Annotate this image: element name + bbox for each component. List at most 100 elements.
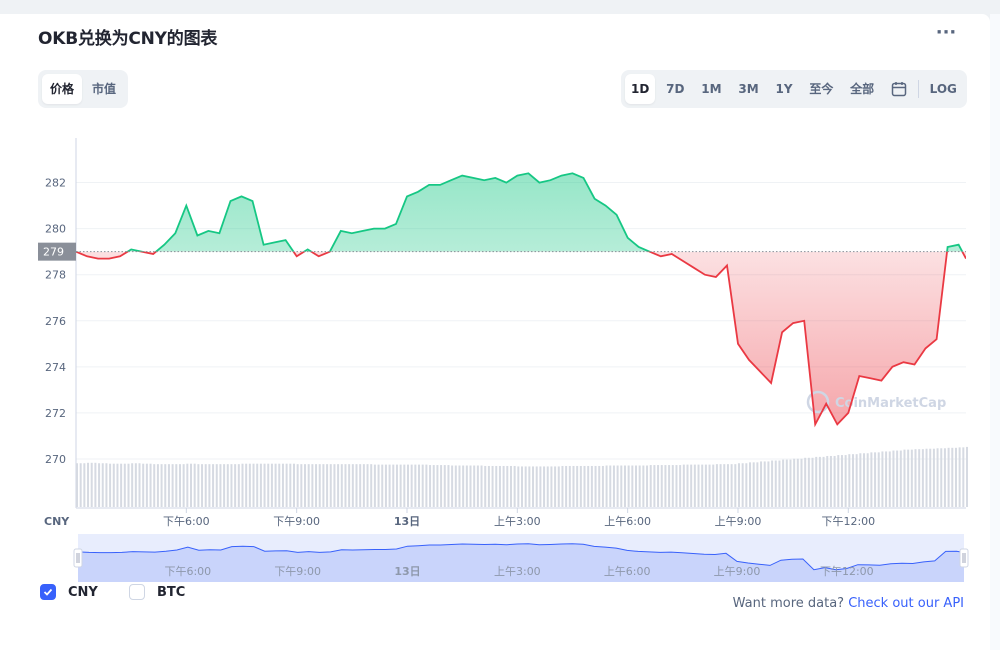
x-tick-label: 下午12:00	[821, 515, 875, 528]
volume-bar	[226, 464, 229, 507]
legend-btc[interactable]: BTC	[129, 584, 185, 600]
volume-bar	[642, 465, 645, 507]
range-ytd[interactable]: 至今	[809, 82, 834, 96]
navigator-tick-label: 上午6:00	[604, 565, 651, 578]
y-tick-label: 274	[45, 361, 66, 374]
volume-bar	[149, 463, 152, 507]
y-tick-label: 272	[45, 407, 66, 420]
volume-bar	[131, 463, 134, 507]
volume-bar	[708, 464, 711, 507]
page-edge	[990, 14, 1000, 650]
navigator-handle-left[interactable]	[73, 548, 83, 568]
price-line-down	[76, 251, 966, 428]
volume-bar	[554, 466, 557, 507]
volume-bar	[495, 465, 498, 507]
volume-bar	[800, 458, 803, 507]
calendar-glyph	[891, 82, 907, 97]
range-toggle: 1D 7D 1M 3M 1Y 至今 全部 LOG	[621, 70, 967, 108]
volume-bar	[881, 451, 884, 507]
volume-bar	[256, 463, 259, 507]
volume-bar	[565, 465, 568, 507]
volume-bar	[818, 456, 821, 507]
volume-bar	[304, 464, 307, 507]
volume-bar	[307, 464, 310, 507]
volume-bar	[484, 465, 487, 507]
volume-bar	[112, 463, 115, 507]
navigator-tick-label: 上午9:00	[714, 565, 761, 578]
volume-bar	[796, 458, 799, 507]
volume-bar	[550, 466, 553, 507]
volume-bar	[833, 455, 836, 507]
volume-bar	[609, 465, 612, 507]
volume-bar	[598, 465, 601, 507]
volume-bar	[712, 464, 715, 507]
volume-bar	[337, 464, 340, 507]
volume-bar	[429, 465, 432, 507]
volume-bar	[532, 466, 535, 507]
volume-bar	[451, 465, 454, 507]
volume-bar	[241, 463, 244, 507]
volume-bar	[947, 447, 950, 507]
navigator-tick-label: 下午9:00	[274, 565, 321, 578]
volume-bar	[870, 452, 873, 507]
volume-bar	[340, 464, 343, 507]
volume-bar	[208, 464, 211, 507]
volume-bar	[322, 464, 325, 507]
api-link[interactable]: Check out our API	[848, 596, 964, 611]
volume-bar	[767, 461, 770, 507]
legend-label-btc: BTC	[157, 584, 186, 600]
range-all[interactable]: 全部	[850, 82, 875, 96]
volume-bar	[896, 450, 899, 507]
calendar-icon[interactable]	[885, 74, 913, 104]
checkbox-btc[interactable]	[129, 584, 145, 600]
volume-bar	[587, 465, 590, 507]
volume-bar	[877, 452, 880, 507]
y-tick-label: 280	[45, 223, 66, 236]
log-scale-button[interactable]: LOG	[929, 82, 957, 96]
volume-bar	[234, 464, 237, 507]
volume-bar	[410, 464, 413, 507]
checkbox-cny[interactable]	[40, 584, 56, 600]
volume-bar	[734, 464, 737, 507]
volume-bar	[344, 464, 347, 507]
range-1y[interactable]: 1Y	[775, 82, 793, 96]
volume-bar	[186, 463, 189, 507]
volume-bar	[476, 465, 479, 507]
volume-bar	[204, 464, 207, 507]
api-note: Want more data? Check out our API	[733, 596, 964, 611]
volume-bar	[929, 448, 932, 507]
volume-bar	[447, 465, 450, 507]
volume-bar	[774, 460, 777, 507]
tab-market-cap[interactable]: 市值	[92, 82, 117, 96]
volume-bar	[160, 464, 163, 507]
range-1m[interactable]: 1M	[701, 82, 722, 96]
volume-bar	[171, 464, 174, 507]
volume-bar	[940, 448, 943, 507]
range-1d[interactable]: 1D	[625, 74, 656, 104]
volume-bar	[289, 463, 292, 507]
volume-bar	[605, 465, 608, 507]
volume-bar	[539, 466, 542, 507]
volume-bar	[653, 465, 656, 507]
more-options-icon[interactable]: ···	[935, 22, 957, 43]
volume-bar	[925, 448, 928, 507]
volume-bar	[212, 464, 215, 507]
volume-bar	[966, 446, 968, 507]
volume-bar	[697, 464, 700, 507]
navigator-tick-label: 13日	[394, 565, 420, 578]
volume-bar	[315, 464, 318, 507]
volume-bar	[583, 465, 586, 507]
legend-cny[interactable]: CNY	[40, 584, 98, 600]
tab-price[interactable]: 价格	[42, 74, 83, 104]
volume-bar	[138, 463, 141, 507]
volume-bar	[219, 464, 222, 507]
volume-bar	[521, 466, 523, 507]
volume-bar	[145, 463, 148, 507]
y-tick-label: 276	[45, 315, 66, 328]
volume-bar	[123, 463, 126, 507]
volume-bar	[175, 464, 178, 507]
range-3m[interactable]: 3M	[738, 82, 759, 96]
navigator-handle-right[interactable]	[959, 548, 969, 568]
toolbar-divider	[917, 80, 919, 98]
range-7d[interactable]: 7D	[666, 82, 685, 96]
